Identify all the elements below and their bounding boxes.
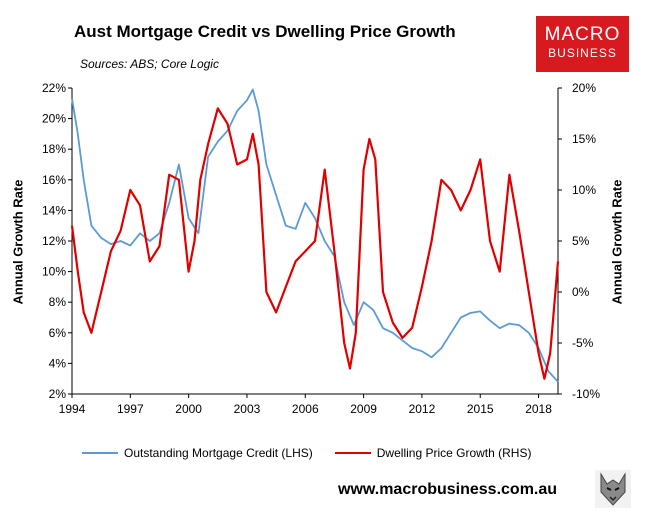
- x-tick-label: 2003: [234, 402, 261, 416]
- x-tick-label: 2006: [292, 402, 319, 416]
- y2-tick-label: 5%: [572, 234, 590, 248]
- legend-item-price: Dwelling Price Growth (RHS): [334, 446, 532, 460]
- wolf-head-icon: [595, 470, 631, 508]
- legend-swatch-credit: [82, 452, 118, 454]
- y2-tick-label: 20%: [572, 81, 596, 95]
- y-tick-label: 18%: [42, 142, 66, 156]
- macro-business-logo: MACRO BUSINESS: [536, 16, 629, 72]
- x-tick-label: 2000: [175, 402, 202, 416]
- y2-tick-label: 0%: [572, 285, 590, 299]
- y2-tick-label: 15%: [572, 132, 596, 146]
- legend-swatch-price: [334, 452, 371, 454]
- y-tick-label: 20%: [42, 112, 66, 126]
- legend-label-credit: Outstanding Mortgage Credit (LHS): [124, 446, 313, 460]
- y-tick-label: 16%: [42, 173, 66, 187]
- x-tick-label: 2015: [467, 402, 494, 416]
- logo-line-1: MACRO: [544, 24, 621, 45]
- y-tick-label: 8%: [49, 295, 67, 309]
- logo-line-2: BUSINESS: [548, 46, 617, 60]
- y2-tick-label: -5%: [572, 336, 594, 350]
- x-tick-label: 2012: [409, 402, 436, 416]
- y-tick-label: 6%: [49, 326, 67, 340]
- y-tick-label: 2%: [49, 387, 67, 401]
- y-tick-label: 12%: [42, 234, 66, 248]
- y-tick-label: 14%: [42, 203, 66, 217]
- footer-url[interactable]: www.macrobusiness.com.au: [338, 481, 558, 498]
- series-line-dwelling-price: [70, 107, 560, 380]
- legend-label-price: Dwelling Price Growth (RHS): [376, 446, 532, 460]
- chart-title: Aust Mortgage Credit vs Dwelling Price G…: [74, 22, 456, 41]
- legend-item-credit: Outstanding Mortgage Credit (LHS): [82, 446, 313, 460]
- y2-tick-label: -10%: [572, 387, 600, 401]
- x-tick-label: 2009: [350, 402, 377, 416]
- y-tick-label: 10%: [42, 265, 66, 279]
- chart-legend: Outstanding Mortgage Credit (LHS) Dwelli…: [82, 446, 553, 460]
- y-tick-label: 22%: [42, 81, 66, 95]
- x-tick-label: 1997: [117, 402, 144, 416]
- y2-tick-label: 10%: [572, 183, 596, 197]
- chart-subtitle: Sources: ABS; Core Logic: [80, 57, 219, 71]
- x-tick-label: 2018: [525, 402, 552, 416]
- y-tick-label: 4%: [49, 356, 67, 370]
- x-tick-label: 1994: [59, 402, 86, 416]
